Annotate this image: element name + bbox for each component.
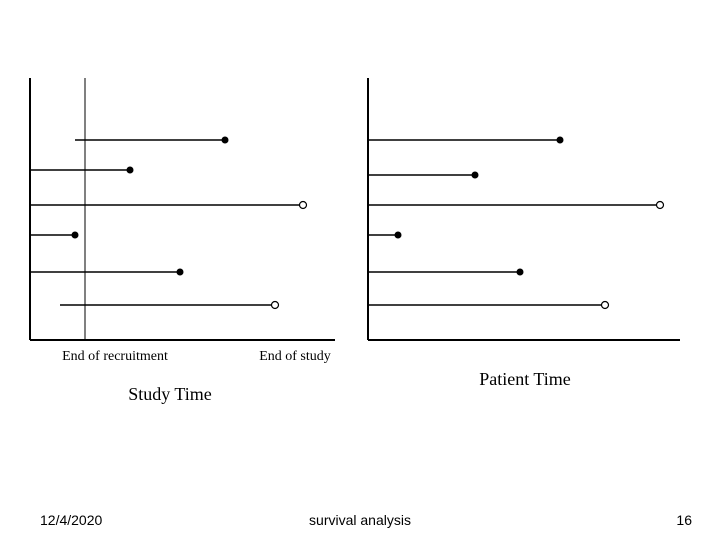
svg-text:End of recruitment: End of recruitment <box>62 349 168 364</box>
svg-text:Patient Time: Patient Time <box>479 369 571 389</box>
svg-text:End of study: End of study <box>259 349 331 364</box>
footer-page: 16 <box>676 512 692 528</box>
survival-diagram: End of recruitment End of study Study Time… <box>0 0 720 540</box>
footer-title: survival analysis <box>0 512 720 528</box>
svg-text:Study Time: Study Time <box>128 384 212 404</box>
